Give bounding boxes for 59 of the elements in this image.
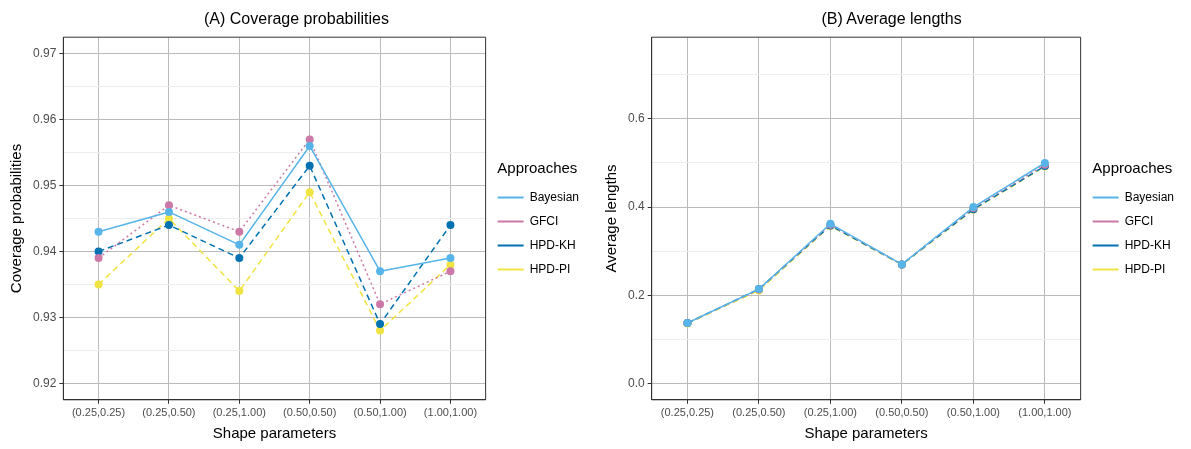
legend-label: GFCI	[529, 213, 559, 228]
x-tick-label: (0.50,0.50)	[283, 406, 337, 419]
point	[305, 188, 314, 197]
legend-title: Approaches	[1092, 159, 1173, 177]
point	[164, 221, 173, 230]
legend-title: Approaches	[497, 159, 578, 177]
point	[376, 319, 385, 328]
x-tick-label: (0.50,0.50)	[875, 406, 929, 419]
x-tick-label: (0.25,1.00)	[803, 406, 858, 419]
y-tick-label: 0.93	[33, 309, 57, 324]
x-tick-label: (0.25,0.50)	[142, 406, 196, 419]
y-tick-label: 0.0	[627, 375, 645, 390]
y-axis-title: Coverage probabilities	[7, 143, 25, 294]
legend-label: Bayesian	[1124, 189, 1175, 204]
y-tick-label: 0.92	[33, 375, 57, 390]
point	[376, 267, 385, 276]
y-tick-label: 0.2	[627, 287, 645, 302]
point	[235, 287, 244, 296]
legend-label: HPD-KH	[1124, 237, 1171, 252]
point	[376, 326, 385, 335]
point	[94, 227, 103, 236]
x-tick-label: (0.50,1.00)	[946, 406, 1000, 419]
point	[164, 207, 173, 216]
point	[305, 135, 314, 144]
y-tick-label: 0.94	[33, 243, 57, 258]
y-axis-title: Average lengths	[602, 164, 620, 273]
y-tick-label: 0.4	[627, 199, 645, 214]
x-tick-label: (0.50,1.00)	[353, 406, 407, 419]
x-tick-label: (0.25,1.00)	[212, 406, 266, 419]
legend-label: HPD-PI	[1124, 261, 1166, 276]
legend-label: HPD-PI	[529, 261, 571, 276]
point	[235, 254, 244, 263]
point	[235, 240, 244, 249]
chart-title: (A) Coverage probabilities	[204, 10, 389, 28]
x-tick-label: (1.00,1.00)	[423, 406, 478, 419]
x-tick-label: (1.00,1.00)	[1018, 406, 1072, 419]
x-tick-label: (0.25,0.25)	[660, 406, 715, 419]
point	[446, 254, 455, 263]
y-tick-label: 0.6	[627, 111, 645, 126]
y-tick-label: 0.95	[33, 177, 57, 192]
x-tick-label: (0.25,0.25)	[71, 406, 126, 419]
point	[305, 161, 314, 170]
y-tick-label: 0.97	[33, 45, 57, 60]
x-axis-title: Shape parameters	[212, 424, 337, 442]
point	[446, 267, 455, 276]
point	[235, 227, 244, 236]
x-axis-title: Shape parameters	[804, 424, 928, 442]
point	[94, 280, 103, 289]
point	[164, 201, 173, 210]
legend-label: GFCI	[1124, 213, 1154, 228]
x-tick-label: (0.25,0.50)	[732, 406, 786, 419]
legend-label: HPD-KH	[529, 237, 576, 252]
chart-title: (B) Average lengths	[821, 10, 962, 28]
point	[376, 300, 385, 309]
point	[94, 254, 103, 263]
y-tick-label: 0.96	[33, 111, 57, 126]
legend-label: Bayesian	[529, 189, 580, 204]
point	[446, 221, 455, 230]
point	[305, 141, 314, 150]
